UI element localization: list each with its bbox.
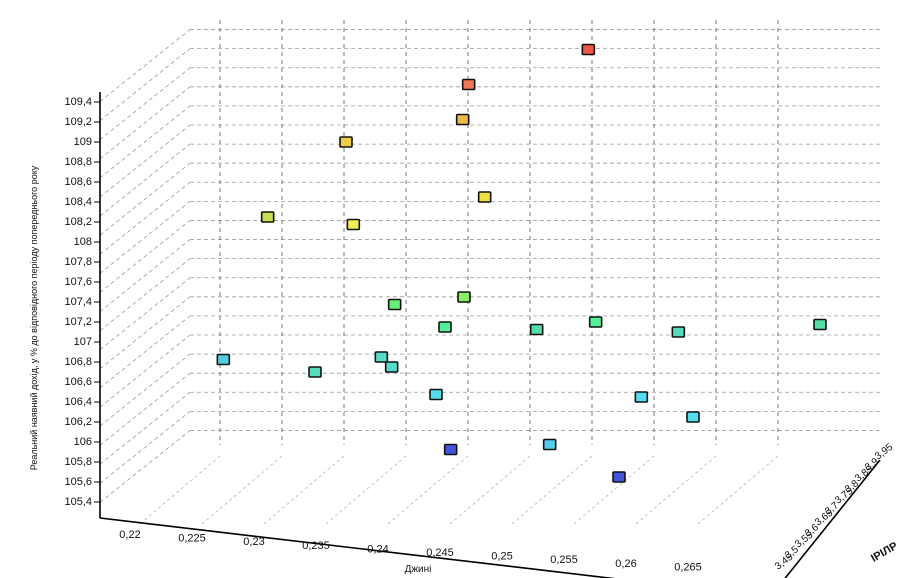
data-point <box>346 218 361 231</box>
data-point <box>384 361 399 373</box>
data-point <box>581 43 596 56</box>
y-tick-label: 107,6 <box>64 276 92 288</box>
grid-line <box>99 315 191 389</box>
grid-line <box>99 162 191 236</box>
y-tick-label: 106,8 <box>64 356 92 368</box>
data-point <box>634 391 649 403</box>
data-point <box>612 471 626 483</box>
y-tick-label: 108,8 <box>64 156 92 168</box>
x-tick-label: 0,23 <box>243 536 264 548</box>
grid-line <box>99 430 191 503</box>
data-point <box>443 443 458 456</box>
data-point <box>542 438 557 451</box>
x-tick-label: 0,25 <box>491 551 512 563</box>
x-tick-label: 0,235 <box>302 540 330 552</box>
data-point <box>813 318 827 331</box>
y-tick-label: 108,4 <box>64 196 92 208</box>
grid-line <box>263 455 345 525</box>
x-axis-label: Джині <box>405 564 432 575</box>
y-tick-label: 107,4 <box>64 296 92 308</box>
data-point <box>438 321 452 333</box>
data-point <box>588 316 603 328</box>
x-tick-label: 0,265 <box>674 561 702 573</box>
grid-line <box>99 353 191 427</box>
data-point <box>374 351 389 363</box>
x-axis-line <box>99 517 616 578</box>
y-tick-label: 109,2 <box>64 116 92 128</box>
data-points <box>216 43 827 483</box>
y-tick-label: 106,2 <box>64 416 92 428</box>
grid-line <box>449 455 531 525</box>
grid-lines <box>99 20 880 525</box>
grid-line <box>99 334 191 408</box>
grid-line <box>99 29 191 102</box>
y-tick-label: 106,4 <box>64 396 92 408</box>
data-point <box>429 388 443 401</box>
tick-labels: 105,4 105,6 105,8 106 106,2 106,4 106,6 106,8 10… <box>64 96 895 573</box>
y-tick-label: 108 <box>74 236 92 248</box>
y-tick-label: 107 <box>74 336 92 348</box>
data-point <box>308 366 322 378</box>
grid-line <box>511 455 593 525</box>
data-point <box>455 113 470 126</box>
data-point <box>686 411 700 423</box>
z-axis-label: ІРІЛР <box>869 540 900 565</box>
z-tick-label: 3,95 <box>873 441 895 462</box>
y-tick-label: 109,4 <box>64 96 92 108</box>
grid-line <box>99 124 191 198</box>
grid-line <box>99 86 191 160</box>
grid-line <box>635 455 717 525</box>
y-tick-label: 109 <box>74 136 92 148</box>
axes <box>94 92 881 578</box>
data-point <box>461 78 476 91</box>
grid-line <box>99 201 191 274</box>
x-tick-label: 0,255 <box>550 554 578 566</box>
data-point <box>529 323 544 336</box>
x-tick-label: 0,24 <box>367 543 388 555</box>
y-axis-label: Реальний наявний дохід, у % до відповідн… <box>29 165 39 470</box>
y-tick-label: 105,6 <box>64 476 92 488</box>
y-tick-label: 106 <box>74 436 92 448</box>
grid-line <box>387 455 469 525</box>
grid-line <box>697 455 779 525</box>
grid-line <box>325 455 407 525</box>
grid-line <box>99 372 191 446</box>
data-point <box>477 191 492 203</box>
grid-line <box>99 411 191 484</box>
grid-line <box>99 391 191 465</box>
x-tick-label: 0,245 <box>426 547 454 559</box>
data-point <box>216 353 231 366</box>
y-tick-label: 105,8 <box>64 456 92 468</box>
x-tick-label: 0,26 <box>615 558 636 570</box>
data-point <box>260 211 275 223</box>
grid-line <box>99 296 191 370</box>
data-point <box>671 326 686 338</box>
y-tick-label: 108,2 <box>64 216 92 228</box>
grid-line <box>99 48 191 121</box>
grid-line <box>99 277 191 351</box>
x-tick-label: 0,225 <box>178 533 206 545</box>
data-point <box>457 291 471 303</box>
y-tick-label: 107,8 <box>64 256 92 268</box>
grid-line <box>99 239 191 312</box>
grid-line <box>99 181 191 255</box>
grid-line <box>573 455 655 525</box>
grid-line <box>201 455 283 525</box>
y-tick-label: 105,4 <box>64 496 92 508</box>
y-tick-label: 106,6 <box>64 376 92 388</box>
grid-line <box>99 143 191 217</box>
z-axis-line <box>784 459 881 578</box>
data-point <box>387 298 402 311</box>
grid-line <box>99 67 191 141</box>
grid-line <box>139 455 221 525</box>
y-tick-label: 107,2 <box>64 316 92 328</box>
data-point <box>339 136 353 148</box>
grid-line <box>99 220 191 293</box>
grid-line <box>99 258 191 331</box>
y-tick-label: 108,6 <box>64 176 92 188</box>
grid-line <box>99 105 191 179</box>
x-tick-label: 0,22 <box>119 529 140 541</box>
